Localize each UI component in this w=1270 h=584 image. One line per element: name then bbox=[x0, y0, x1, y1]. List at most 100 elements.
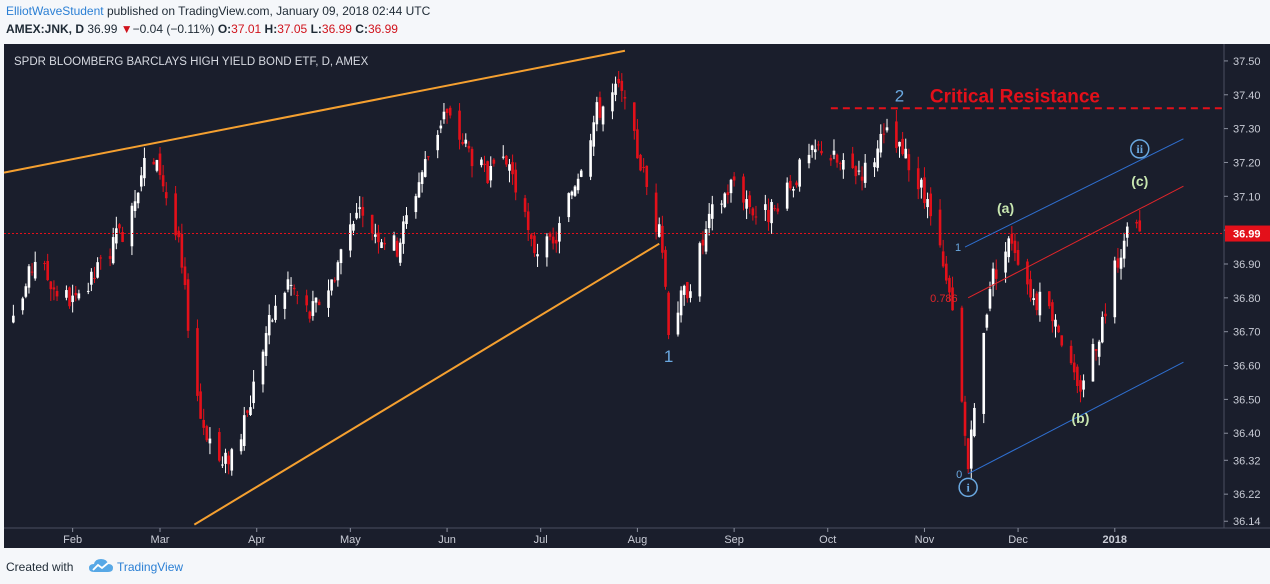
x-tick-label: Dec bbox=[1008, 534, 1028, 546]
x-tick-label: Mar bbox=[151, 534, 170, 546]
candle-up bbox=[704, 229, 708, 252]
candle-up bbox=[545, 236, 549, 258]
candle-up bbox=[501, 156, 505, 158]
candle-up bbox=[745, 199, 748, 209]
candle-down bbox=[1069, 345, 1073, 364]
candle-up bbox=[595, 102, 599, 125]
candle-up bbox=[271, 320, 274, 322]
y-tick-label: 37.30 bbox=[1233, 124, 1261, 136]
candle-down bbox=[829, 158, 833, 161]
candle-up bbox=[876, 148, 879, 168]
candle-up bbox=[770, 201, 773, 224]
candle-down bbox=[383, 242, 386, 245]
candle-down bbox=[1076, 366, 1079, 386]
time-axis bbox=[4, 528, 1270, 548]
candle-down bbox=[1051, 302, 1054, 322]
candle-up bbox=[879, 133, 883, 153]
candle-down bbox=[492, 159, 496, 164]
candle-down bbox=[726, 192, 730, 196]
candle-down bbox=[1013, 240, 1017, 254]
candle-down bbox=[882, 133, 886, 135]
candle-up bbox=[904, 148, 908, 159]
y-tick-label: 36.60 bbox=[1233, 361, 1261, 373]
candle-up bbox=[139, 175, 143, 187]
ohlc-line: AMEX:JNK, D 36.99 ▼−0.04 (−0.11%) O:37.0… bbox=[6, 22, 398, 36]
candle-up bbox=[698, 243, 702, 297]
y-tick-label: 36.32 bbox=[1233, 455, 1261, 467]
candle-up bbox=[614, 83, 617, 95]
candle-down bbox=[632, 102, 636, 131]
candle-up bbox=[249, 407, 252, 416]
tradingview-cloud-icon bbox=[89, 559, 113, 572]
y-tick-label: 36.90 bbox=[1233, 259, 1261, 271]
candle-down bbox=[177, 230, 181, 238]
candle-down bbox=[523, 198, 527, 212]
candle-down bbox=[52, 287, 56, 290]
candle-up bbox=[264, 333, 268, 356]
candle-up bbox=[398, 242, 402, 263]
candle-down bbox=[654, 192, 658, 233]
candle-up bbox=[991, 268, 995, 286]
candle-up bbox=[764, 204, 767, 210]
candle-up bbox=[863, 162, 867, 183]
x-tick-label: Nov bbox=[915, 534, 935, 546]
candle-up bbox=[442, 111, 446, 120]
candle-down bbox=[620, 80, 624, 91]
candle-down bbox=[68, 287, 71, 307]
candle-down bbox=[292, 287, 296, 290]
candle-down bbox=[960, 307, 964, 402]
candle-down bbox=[445, 108, 449, 113]
y-tick-label: 37.40 bbox=[1233, 90, 1261, 102]
candle-up bbox=[1122, 240, 1126, 259]
candle-up bbox=[873, 162, 876, 168]
fib-0786-label: 0.786 bbox=[930, 293, 958, 305]
candle-up bbox=[327, 290, 330, 308]
candle-down bbox=[361, 207, 365, 216]
candle-up bbox=[352, 223, 355, 231]
candle-down bbox=[467, 145, 471, 149]
candle-up bbox=[813, 149, 817, 153]
candle-up bbox=[707, 213, 711, 229]
candle-down bbox=[767, 209, 770, 223]
candle-up bbox=[885, 127, 889, 131]
candle-up bbox=[480, 159, 483, 166]
candle-down bbox=[951, 287, 954, 311]
candle-down bbox=[317, 301, 321, 306]
candle-up bbox=[464, 139, 468, 144]
wave-1-label: 1 bbox=[664, 347, 673, 366]
candle-down bbox=[427, 156, 430, 158]
candle-up bbox=[230, 449, 234, 471]
candle-down bbox=[55, 291, 59, 297]
price-change: −0.04 (−0.11%) bbox=[132, 22, 215, 36]
candle-down bbox=[196, 328, 199, 396]
high-value: 37.05 bbox=[277, 22, 308, 36]
candle-down bbox=[623, 97, 627, 99]
fib-1-label: 1 bbox=[955, 242, 961, 254]
candle-up bbox=[71, 295, 74, 303]
candle-down bbox=[202, 419, 205, 428]
candle-up bbox=[857, 170, 861, 172]
candle-up bbox=[1097, 341, 1101, 357]
candle-down bbox=[598, 97, 602, 118]
tradingview-link[interactable]: TradingView bbox=[117, 560, 184, 574]
candle-up bbox=[423, 159, 427, 177]
candle-up bbox=[311, 301, 315, 316]
candle-down bbox=[748, 195, 752, 208]
candle-down bbox=[30, 271, 34, 273]
candle-up bbox=[723, 193, 727, 208]
candle-down bbox=[661, 225, 664, 253]
candle-up bbox=[439, 125, 443, 129]
candle-down bbox=[99, 257, 103, 259]
x-tick-label: Apr bbox=[248, 534, 265, 546]
candle-up bbox=[86, 290, 90, 292]
candle-up bbox=[358, 207, 362, 209]
candle-up bbox=[380, 242, 383, 248]
candle-up bbox=[90, 271, 93, 285]
author-link[interactable]: ElliotWaveStudent bbox=[6, 4, 104, 18]
candle-down bbox=[121, 231, 124, 242]
candle-down bbox=[199, 391, 202, 419]
candle-down bbox=[851, 153, 854, 169]
candle-down bbox=[180, 233, 184, 268]
candle-up bbox=[679, 290, 683, 316]
